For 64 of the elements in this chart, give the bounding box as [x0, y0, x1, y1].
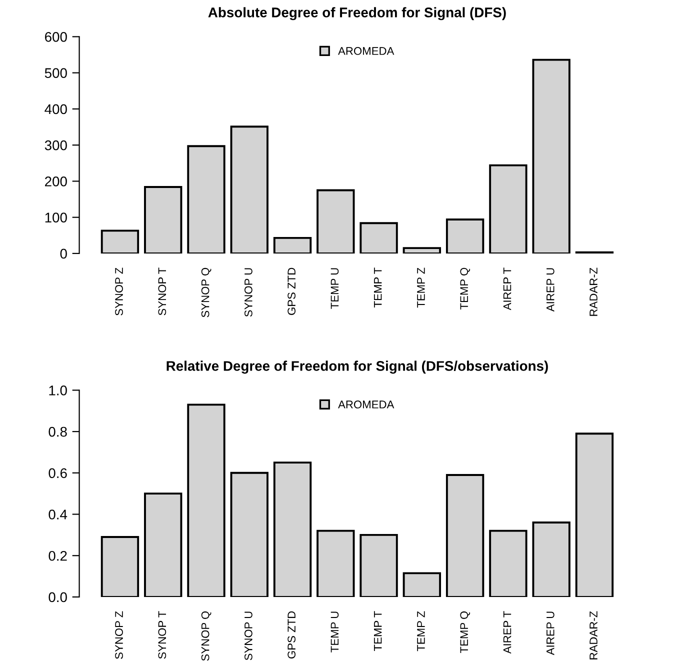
bar [100, 536, 140, 597]
bar [230, 126, 268, 254]
x-tick-label: TEMP Q [460, 268, 470, 310]
y-tick-label: 0.2 [48, 550, 67, 561]
y-tick-label: 200 [45, 176, 67, 186]
bar [187, 404, 226, 597]
x-tick-label: SYNOP T [158, 611, 166, 659]
x-tick-label: SYNOP Q [201, 611, 212, 661]
y-tick-label: 0.6 [48, 468, 67, 478]
x-tick-label: SYNOP U [244, 268, 252, 317]
bar [316, 189, 355, 254]
x-tick-label: SYNOP Z [115, 611, 123, 659]
y-tick-label: 500 [44, 68, 67, 78]
bar [316, 530, 355, 597]
x-tick-label: TEMP Z [417, 268, 425, 308]
bar [144, 492, 182, 597]
x-tick-label: SYNOP T [158, 268, 166, 316]
bar [144, 186, 182, 254]
x-tick-label: TEMP T [374, 611, 382, 651]
x-tick-label: AIREP U [546, 268, 554, 312]
bar [402, 572, 442, 597]
bar [489, 164, 528, 254]
chart-title: Relative Degree of Freedom for Signal (DFS/observations) [166, 360, 548, 374]
bar [489, 530, 528, 597]
bar [360, 534, 398, 597]
chart-title: Absolute Degree of Freedom for Signal (DFS) [208, 7, 506, 20]
x-tick-label: SYNOP Q [201, 268, 212, 318]
x-tick-label: AIREP T [503, 268, 512, 310]
x-tick-label: GPS ZTD [288, 611, 296, 658]
bar [532, 522, 570, 597]
x-tick-label: AIREP U [546, 612, 554, 656]
y-tick-label: 600 [45, 32, 67, 42]
bar [446, 474, 484, 597]
legend-label: AROMEDA [338, 400, 394, 408]
bar [100, 230, 140, 254]
x-tick-label: SYNOP Z [115, 268, 123, 316]
y-tick-label: 0.0 [48, 592, 67, 602]
x-tick-label: RADAR-Z [590, 611, 598, 660]
bar [402, 247, 442, 254]
x-tick-label: RADAR-Z [590, 268, 598, 316]
bar [187, 145, 226, 254]
x-tick-label: TEMP U [330, 612, 339, 652]
bar [575, 432, 614, 597]
x-tick-label: TEMP U [330, 268, 339, 309]
bar [446, 218, 484, 254]
x-tick-label: AIREP T [503, 611, 512, 654]
y-tick-label: 300 [44, 140, 67, 150]
legend-label: AROMEDA [338, 47, 394, 55]
y-tick-label: 0 [60, 248, 67, 259]
x-tick-label: TEMP T [374, 268, 382, 308]
bar [230, 472, 268, 597]
x-tick-label: SYNOP U [244, 612, 252, 660]
bar [273, 236, 312, 254]
y-tick-label: 0.8 [48, 426, 67, 437]
bar [360, 222, 398, 254]
y-tick-label: 1.0 [49, 386, 67, 396]
bar [532, 58, 570, 254]
x-tick-label: GPS ZTD [288, 268, 296, 315]
y-tick-label: 100 [45, 212, 67, 222]
y-tick-label: 0.4 [48, 510, 68, 520]
y-tick-label: 400 [44, 104, 67, 114]
x-tick-label: TEMP Z [417, 611, 425, 652]
bar [273, 462, 312, 597]
x-tick-label: TEMP Q [460, 611, 470, 654]
